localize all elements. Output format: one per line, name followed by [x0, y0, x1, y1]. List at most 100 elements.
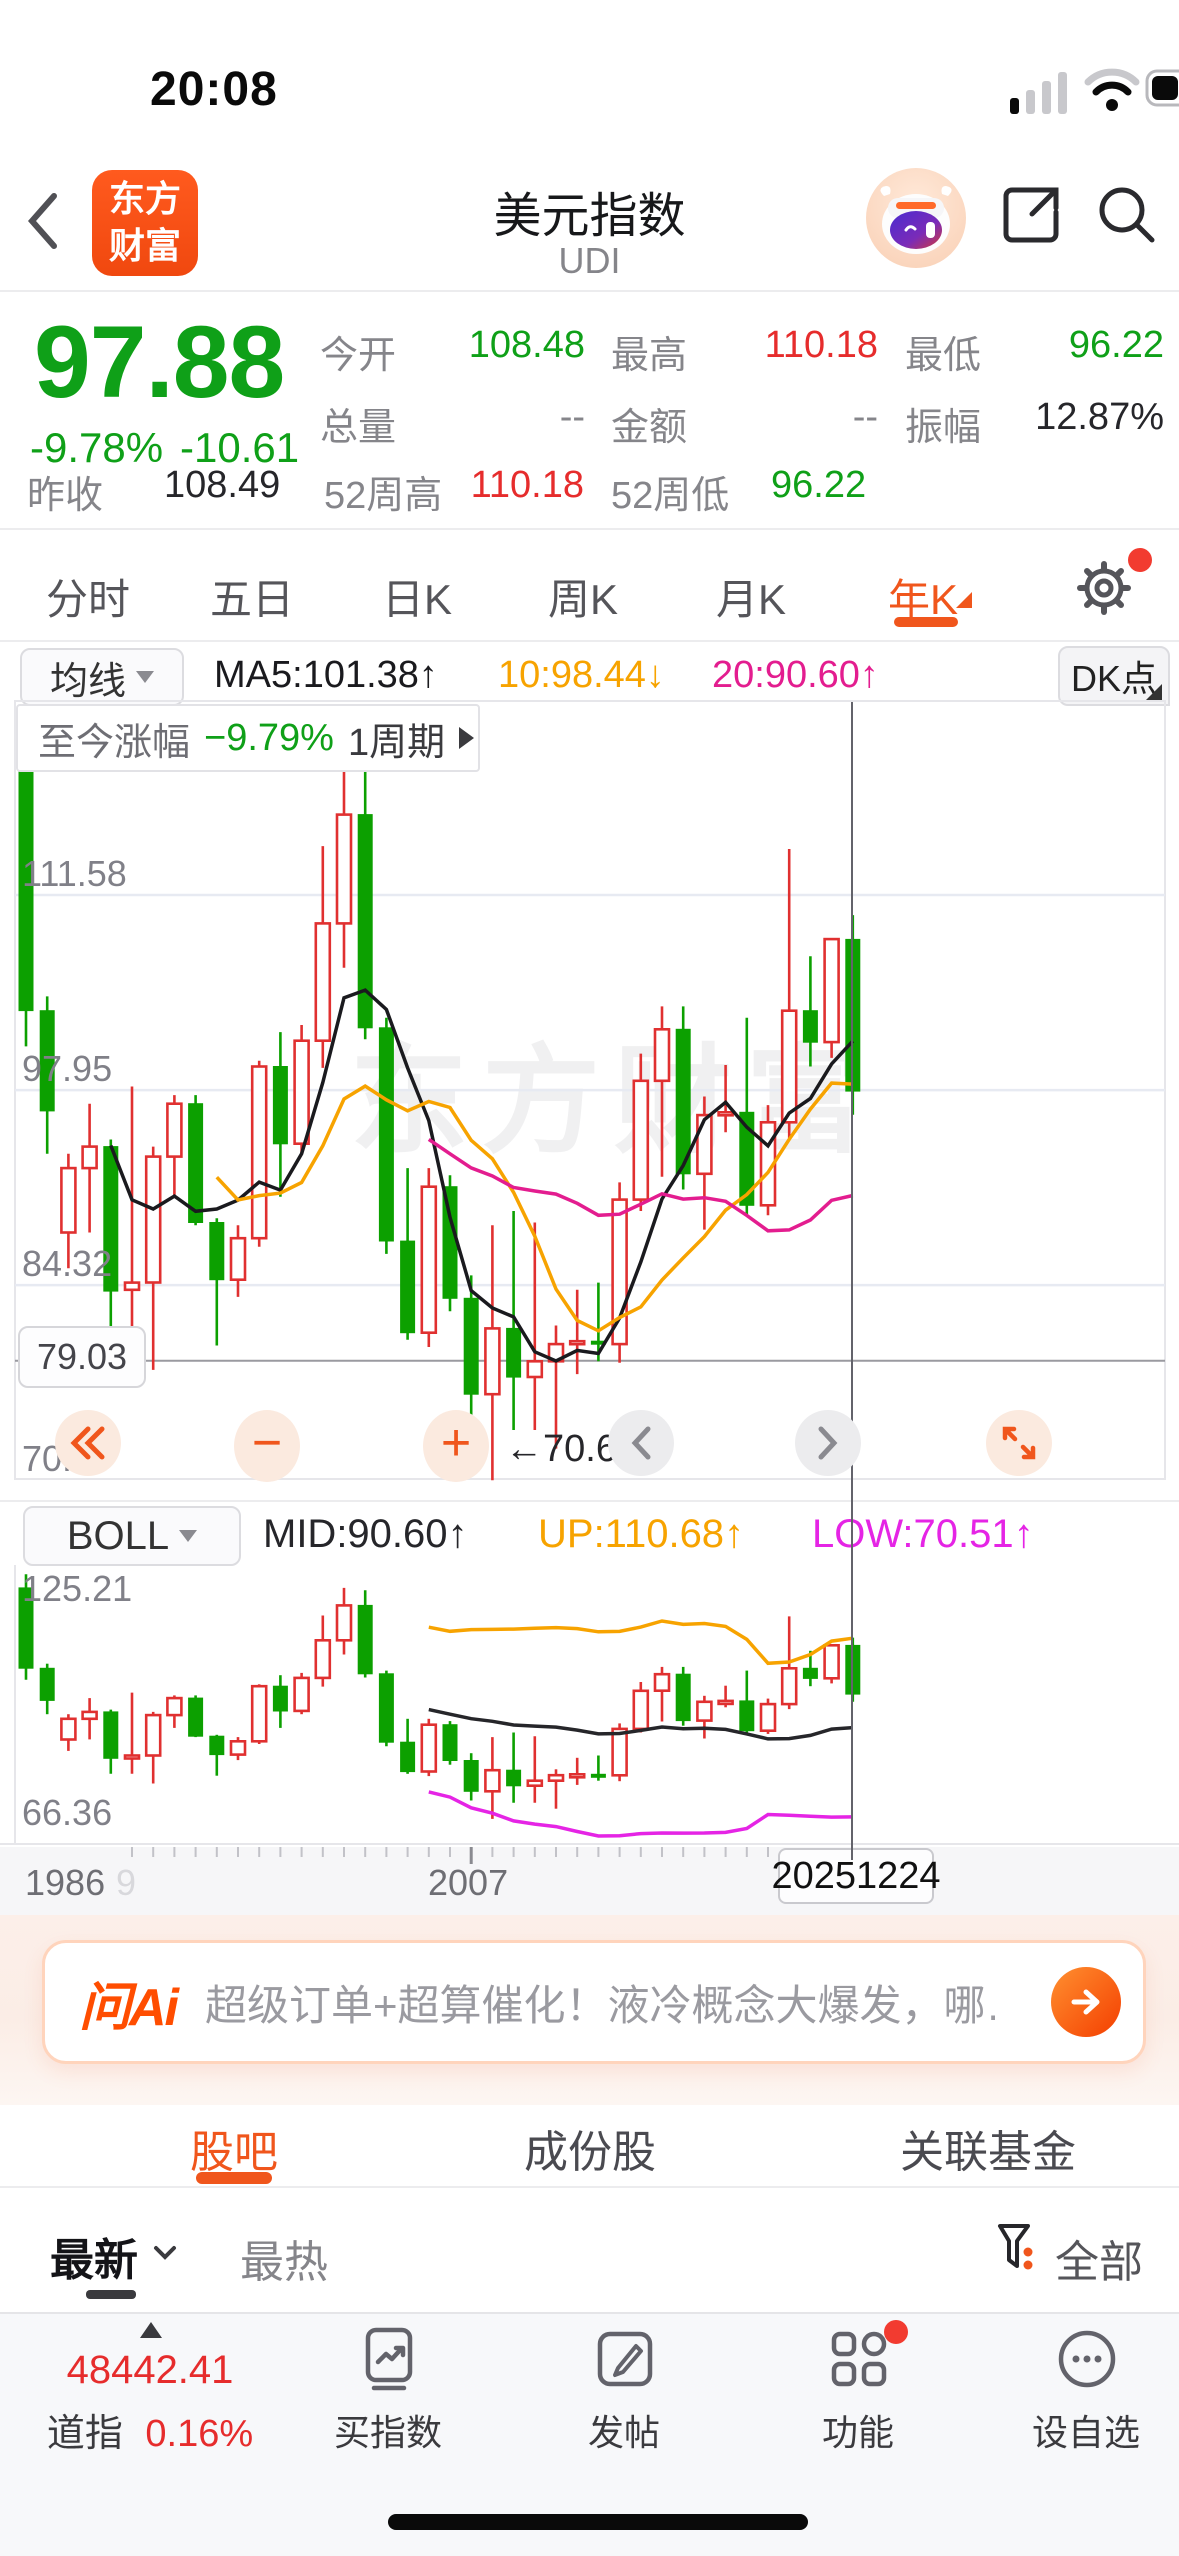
label-52w-high: 52周高 [324, 475, 443, 517]
y-axis-label: 111.58 [22, 853, 127, 894]
ma-indicator-dropdown[interactable]: 均线 [20, 648, 184, 706]
pan-left-button[interactable] [608, 1410, 674, 1476]
change-value: -10.61 [180, 424, 300, 471]
zoom-in-button[interactable]: + [423, 1410, 489, 1482]
tab-weekly-k[interactable]: 周K [548, 576, 619, 623]
filter-all[interactable]: 全部 [1055, 2238, 1143, 2287]
fullscreen-button[interactable] [986, 1410, 1052, 1476]
last-price: 97.88 [34, 305, 285, 419]
ai-assistant-avatar[interactable] [866, 168, 966, 268]
tab-minute[interactable]: 分时 [46, 576, 131, 623]
crosshair-date-label: 20251224 [771, 1848, 941, 1904]
dow-index-pct: 0.16% [145, 2413, 254, 2455]
divider [0, 2186, 1179, 2188]
value-amount: -- [852, 396, 878, 438]
x-axis-ticks [131, 1847, 769, 1864]
dow-up-triangle-icon [140, 2322, 162, 2338]
label-amount: 金额 [611, 407, 688, 449]
functions-icon[interactable] [826, 2326, 892, 2397]
nav-post[interactable]: 发帖 [587, 2412, 660, 2453]
x-label-faded: 9 [116, 1862, 137, 1903]
zoom-out-button[interactable]: − [234, 1410, 300, 1482]
sort-caret-icon [152, 2244, 178, 2267]
back-button[interactable] [26, 192, 60, 255]
search-icon[interactable] [1094, 182, 1160, 253]
tab-monthly-k[interactable]: 月K [716, 576, 787, 623]
nav-functions[interactable]: 功能 [821, 2412, 894, 2453]
battery-icon [1145, 69, 1179, 115]
change-tooltip[interactable]: 至今涨幅 −9.79% 1周期 [16, 704, 480, 772]
x-label-start: 1986 [25, 1862, 106, 1903]
ma10-value: 10:98.44↓ [498, 654, 665, 696]
tooltip-value: −9.79% [204, 716, 334, 759]
value-amplitude: 12.87% [1035, 396, 1164, 438]
main-candlestick-chart[interactable] [0, 700, 1179, 1481]
boll-mid-value: MID:90.60↑ [263, 1512, 468, 1556]
ma5-value: MA5:101.38↑ [214, 654, 438, 696]
value-prev-close: 108.49 [164, 464, 281, 506]
value-52w-high: 110.18 [470, 464, 584, 506]
value-open: 108.48 [468, 324, 585, 366]
value-52w-low: 96.22 [771, 464, 867, 506]
ask-ai-banner[interactable]: 问Ai 超级订单+超算催化！液冷概念大爆发，哪… [42, 1940, 1146, 2064]
divider [0, 640, 1179, 642]
label-low: 最低 [905, 335, 982, 377]
tab-corner-caret-icon [956, 592, 972, 608]
page-title: 美元指数 [493, 190, 686, 243]
nav-buy-index[interactable]: 买指数 [333, 2412, 442, 2453]
ask-ai-logo: 问Ai [79, 1978, 179, 2037]
marker-price-value: 79.03 [36, 1336, 128, 1377]
signal-icon [1010, 70, 1076, 119]
jump-to-start-button[interactable] [55, 1410, 121, 1476]
label-volume: 总量 [320, 407, 397, 449]
sort-newest[interactable]: 最新 [50, 2236, 138, 2285]
divider [0, 290, 1179, 292]
divider [0, 528, 1179, 530]
settings-notification-dot [1128, 548, 1152, 572]
tab-constituents[interactable]: 成份股 [524, 2128, 656, 2177]
eastmoney-logo[interactable]: 东方 财富 [92, 170, 198, 276]
label-open: 今开 [320, 335, 397, 377]
ma20-value: 20:90.60↑ [712, 654, 879, 696]
nav-add-watchlist[interactable]: 设自选 [1031, 2412, 1140, 2453]
logo-line1: 东方 [108, 178, 181, 220]
add-watchlist-icon[interactable] [1054, 2326, 1120, 2397]
chart-settings-button[interactable] [1072, 556, 1136, 625]
boll-low-value: LOW:70.51↑ [812, 1512, 1034, 1556]
tooltip-label: 至今涨幅 [38, 721, 191, 764]
dow-index-row[interactable]: 道指 0.16% [20, 2402, 280, 2457]
boll-up-value: UP:110.68↑ [538, 1512, 745, 1556]
post-icon[interactable] [592, 2326, 658, 2397]
tab-related-funds[interactable]: 关联基金 [900, 2128, 1076, 2177]
boll-indicator-dropdown[interactable]: BOLL [23, 1506, 241, 1566]
marker-price-label: 79.03 [18, 1326, 146, 1388]
sort-hottest[interactable]: 最热 [240, 2238, 328, 2287]
banner-headline: 超级订单+超算催化！液冷概念大爆发，哪… [205, 1981, 996, 2029]
pan-right-button[interactable] [795, 1410, 861, 1476]
divider [0, 1500, 1179, 1502]
value-low: 96.22 [1068, 324, 1164, 366]
x-label-mid: 2007 [428, 1862, 509, 1903]
banner-arrow-button[interactable] [1051, 1967, 1121, 2037]
buy-index-icon[interactable] [356, 2326, 422, 2397]
wifi-icon [1084, 68, 1140, 117]
page-subtitle: UDI [558, 240, 621, 281]
tab-5day[interactable]: 五日 [210, 576, 295, 623]
filter-icon[interactable] [994, 2222, 1042, 2281]
label-52w-low: 52周低 [611, 475, 730, 517]
tab-daily-k[interactable]: 日K [382, 576, 453, 623]
tab-yearly-k[interactable]: 年K [888, 576, 959, 623]
label-prev-close: 昨收 [27, 475, 104, 517]
home-indicator[interactable] [388, 2514, 808, 2530]
share-icon[interactable] [998, 182, 1064, 253]
boll-candlestick-chart[interactable] [0, 1565, 1179, 1845]
dk-point-label: DK点 [1070, 658, 1157, 699]
dow-index-value[interactable]: 48442.41 [66, 2348, 234, 2392]
dk-corner-caret-icon [1146, 684, 1162, 700]
y-axis-label: 84.32 [22, 1243, 113, 1284]
chevron-down-icon [136, 671, 154, 683]
lower-y-bottom-label: 66.36 [22, 1792, 113, 1833]
crosshair-date-value: 20251224 [771, 1854, 941, 1897]
value-high: 110.18 [764, 324, 878, 366]
tab-stock-forum[interactable]: 股吧 [190, 2128, 278, 2177]
